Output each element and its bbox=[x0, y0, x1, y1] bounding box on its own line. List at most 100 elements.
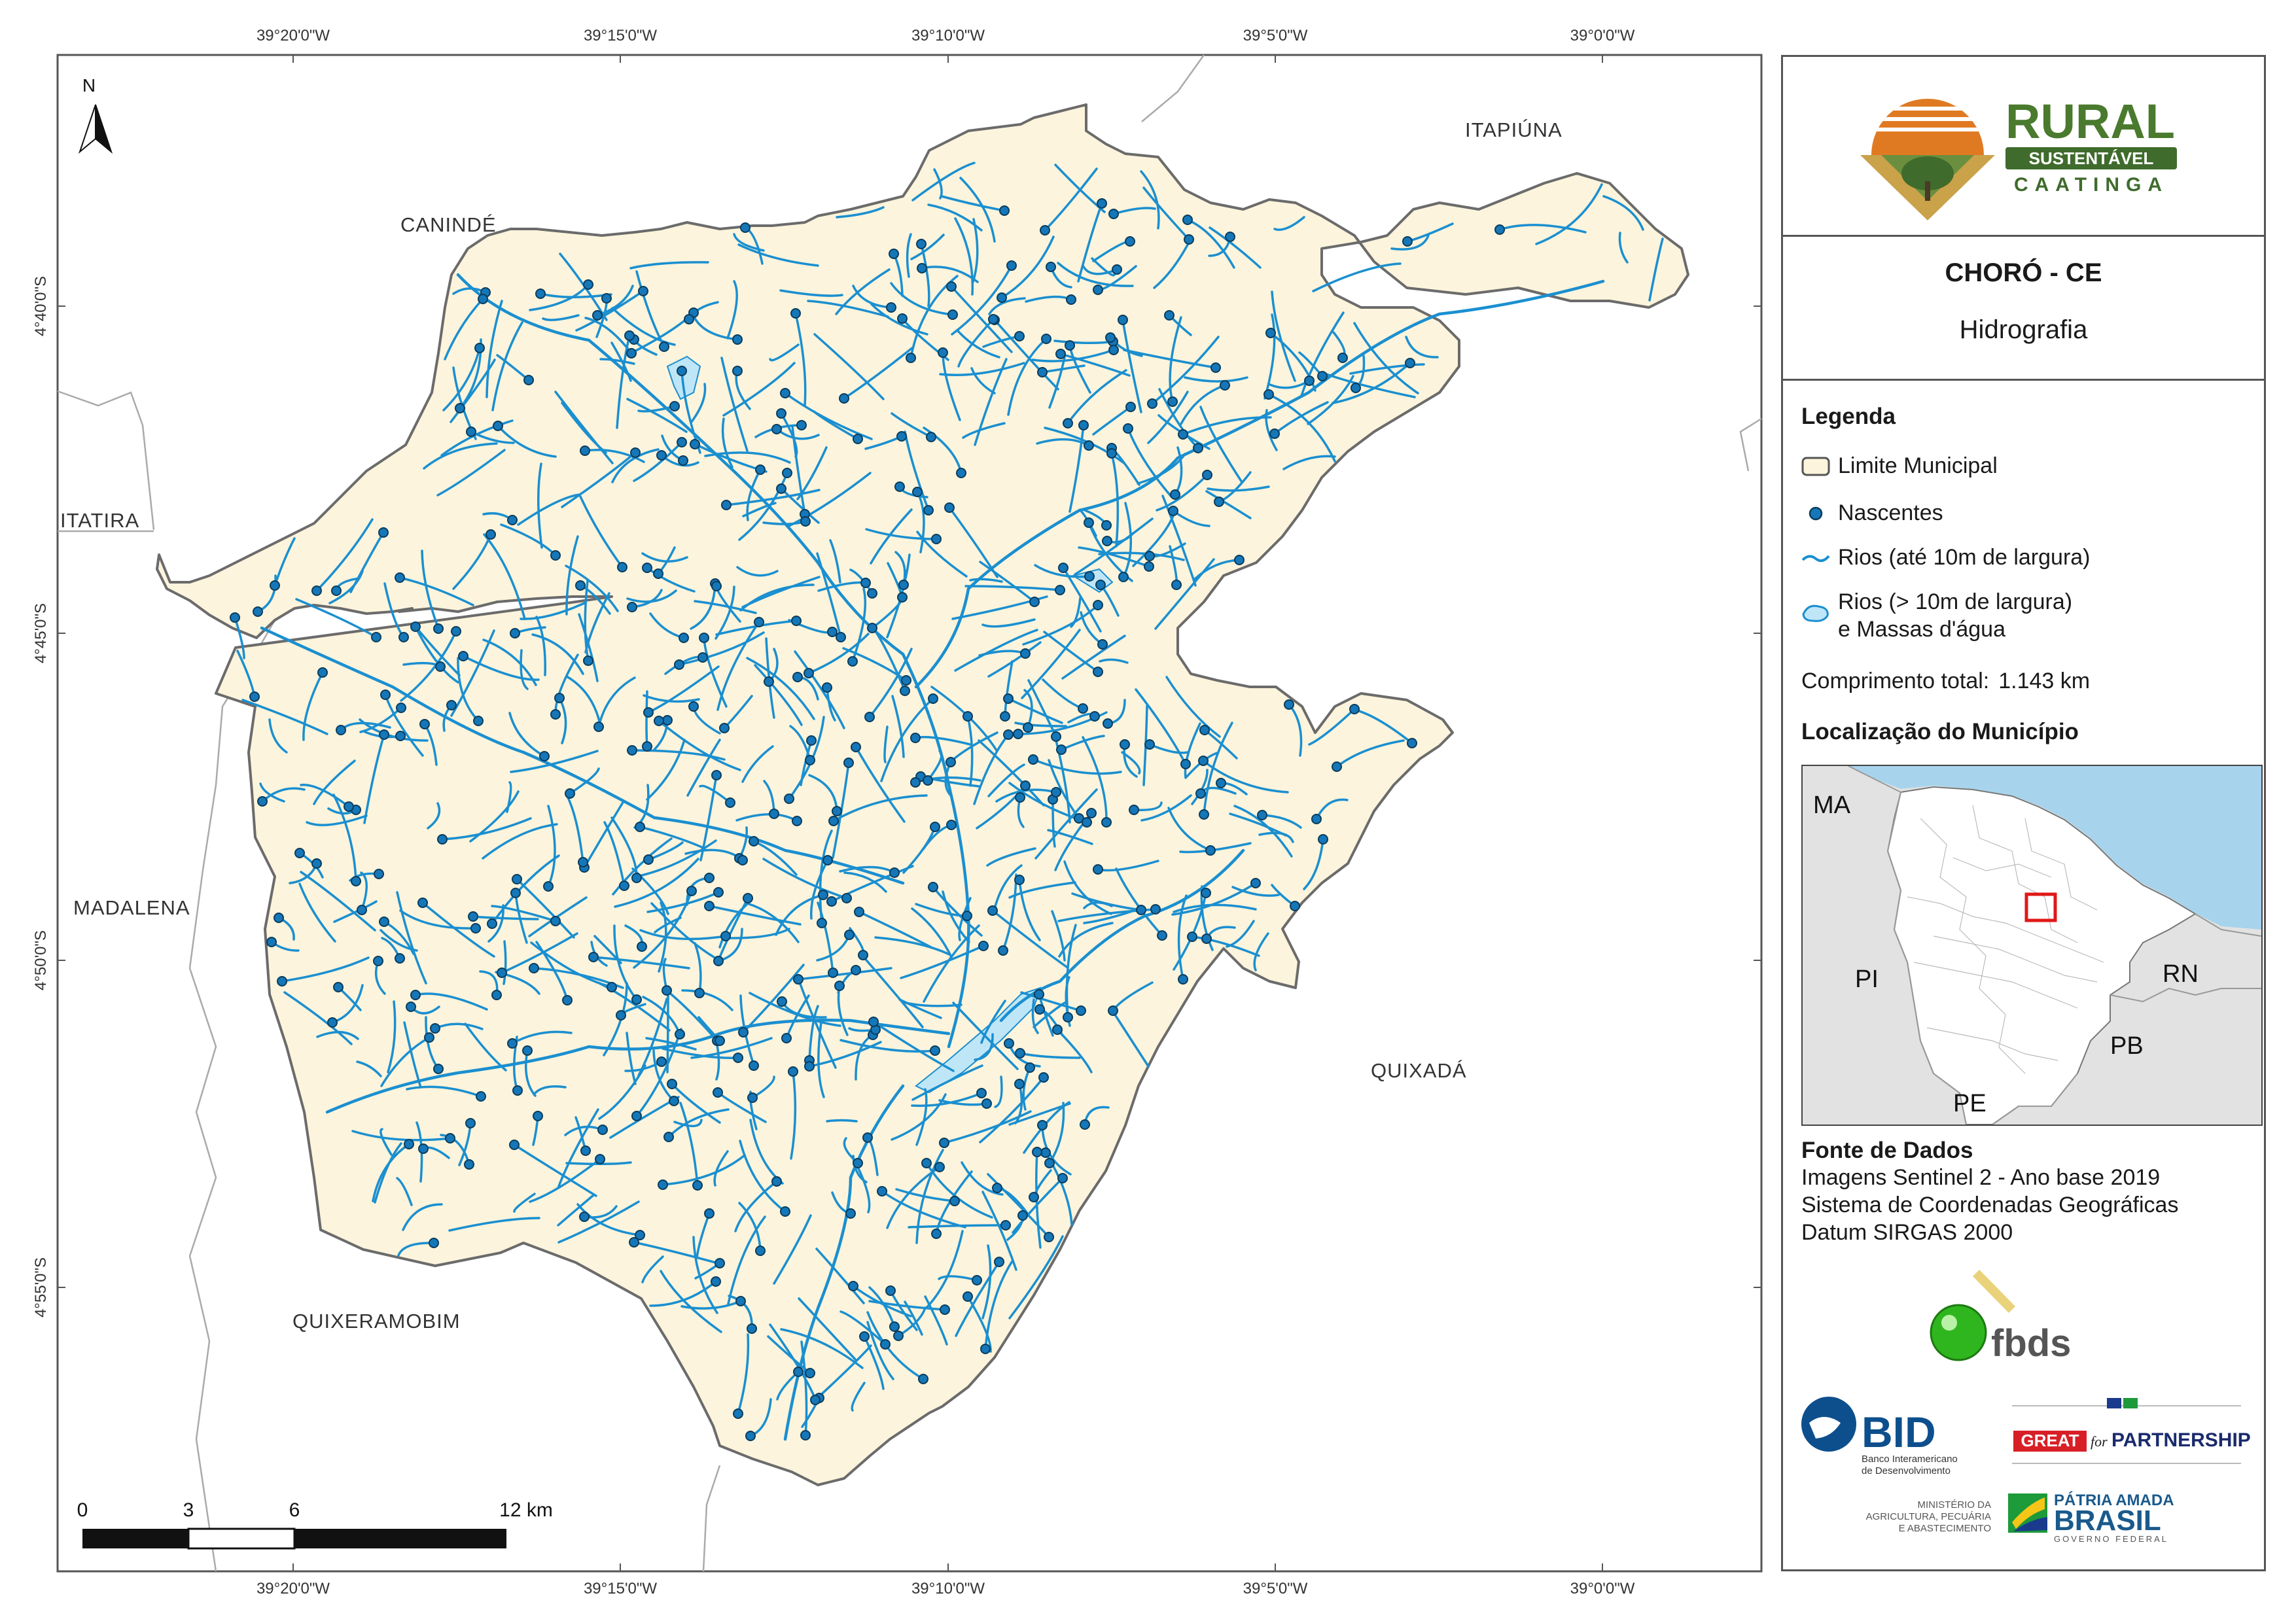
river-segment bbox=[863, 1335, 885, 1390]
spring-point bbox=[395, 953, 405, 964]
spring-point bbox=[780, 388, 790, 398]
north-label: N bbox=[82, 75, 96, 96]
river-segment bbox=[513, 1193, 536, 1213]
river-segment bbox=[721, 417, 733, 468]
ministry-line-3: E ABASTECIMENTO bbox=[1899, 1523, 1991, 1534]
spring-point bbox=[894, 481, 905, 492]
river-segment bbox=[351, 1130, 451, 1142]
spring-point bbox=[788, 1066, 798, 1077]
spring-point bbox=[877, 1186, 887, 1196]
river-segment bbox=[935, 1170, 973, 1235]
river-segment bbox=[1077, 202, 1103, 283]
river-segment bbox=[616, 334, 631, 429]
spring-point bbox=[1332, 761, 1342, 772]
river-segment bbox=[1231, 886, 1280, 897]
river-segment bbox=[398, 576, 474, 606]
spring-point bbox=[1199, 725, 1210, 735]
river-segment bbox=[796, 446, 828, 500]
river-segment bbox=[1307, 375, 1354, 425]
spring-point bbox=[1044, 1158, 1055, 1168]
spring-point bbox=[889, 867, 900, 878]
spring-point bbox=[738, 1027, 749, 1038]
river-segment bbox=[1048, 356, 1066, 409]
spring-point bbox=[1103, 718, 1113, 729]
river-segment bbox=[916, 531, 968, 578]
governo-text: GOVERNO FEDERAL bbox=[2054, 1534, 2168, 1544]
river-segment bbox=[746, 468, 762, 521]
river-segment bbox=[565, 535, 579, 616]
spring-point bbox=[764, 676, 774, 687]
spring-point bbox=[417, 898, 428, 908]
spring-point bbox=[827, 627, 838, 637]
river-segment bbox=[680, 1300, 742, 1310]
spring-point bbox=[749, 836, 759, 846]
river-segment bbox=[966, 715, 974, 787]
river-segment bbox=[1191, 935, 1260, 957]
river-segment bbox=[635, 270, 665, 348]
river-segment bbox=[790, 1070, 797, 1160]
river-segment bbox=[1057, 262, 1134, 287]
river-segment bbox=[1132, 513, 1175, 567]
spring-point bbox=[946, 820, 957, 830]
rural-sustentavel-logo: RURAL SUSTENTÁVEL CAATINGA bbox=[1860, 94, 2177, 220]
spring-point bbox=[1187, 932, 1197, 942]
river-segment bbox=[639, 826, 706, 850]
river-segment bbox=[537, 462, 543, 549]
spring-point bbox=[638, 286, 648, 296]
bid-sub2: de Desenvolvimento bbox=[1862, 1465, 1951, 1476]
river-segment bbox=[436, 449, 506, 497]
spring-point bbox=[747, 1323, 757, 1334]
river-segment bbox=[1121, 751, 1141, 775]
spring-point bbox=[327, 1017, 338, 1028]
patria-text: PÁTRIA AMADA bbox=[2054, 1491, 2174, 1509]
legend-label-line2: e Massas d'água bbox=[1838, 617, 2005, 642]
river-segment bbox=[814, 1344, 872, 1401]
river-segment bbox=[779, 289, 843, 297]
spring-point bbox=[395, 731, 406, 741]
river-segment bbox=[1498, 224, 1587, 234]
river-segment bbox=[1390, 234, 1430, 251]
river-segment bbox=[1263, 313, 1276, 400]
spring-point bbox=[912, 487, 923, 497]
river-segment bbox=[950, 285, 1013, 353]
spring-point bbox=[853, 434, 863, 444]
total-length-label: Comprimento total: bbox=[1801, 669, 1990, 693]
spring-point bbox=[1118, 572, 1129, 582]
spring-point bbox=[1080, 1119, 1090, 1130]
spring-point bbox=[274, 913, 284, 923]
river-segment bbox=[520, 649, 529, 690]
river-segment bbox=[643, 694, 700, 703]
spring-point bbox=[698, 652, 708, 663]
spring-point bbox=[379, 916, 389, 927]
river-segment bbox=[298, 882, 336, 943]
spring-point bbox=[939, 1138, 949, 1148]
spring-point bbox=[780, 1206, 790, 1217]
river-segment bbox=[423, 442, 498, 470]
spring-point bbox=[512, 874, 522, 884]
river-segment bbox=[734, 1180, 778, 1232]
spring-point bbox=[962, 911, 972, 921]
river-segment bbox=[402, 1203, 443, 1231]
river-segment bbox=[1000, 236, 1055, 299]
spring-point bbox=[522, 1045, 533, 1056]
river-segment bbox=[906, 233, 912, 278]
river-segment bbox=[520, 602, 586, 620]
river-segment bbox=[450, 629, 495, 717]
spring-point bbox=[1402, 236, 1413, 247]
river-segment bbox=[660, 1270, 722, 1333]
river-segment bbox=[295, 598, 378, 638]
river-segment bbox=[584, 580, 590, 662]
spring-point bbox=[470, 923, 481, 934]
river-segment bbox=[611, 448, 660, 483]
spring-point bbox=[562, 995, 573, 1005]
river-segment bbox=[1182, 416, 1272, 436]
spring-point bbox=[826, 896, 837, 907]
spring-point bbox=[474, 343, 485, 353]
river-segment bbox=[1012, 1177, 1064, 1234]
spring-point bbox=[818, 890, 828, 900]
spring-point bbox=[1000, 711, 1010, 722]
spring-point bbox=[1290, 901, 1300, 911]
river-segment bbox=[741, 576, 821, 608]
river-segment bbox=[1122, 319, 1142, 413]
river-segment bbox=[843, 871, 887, 893]
